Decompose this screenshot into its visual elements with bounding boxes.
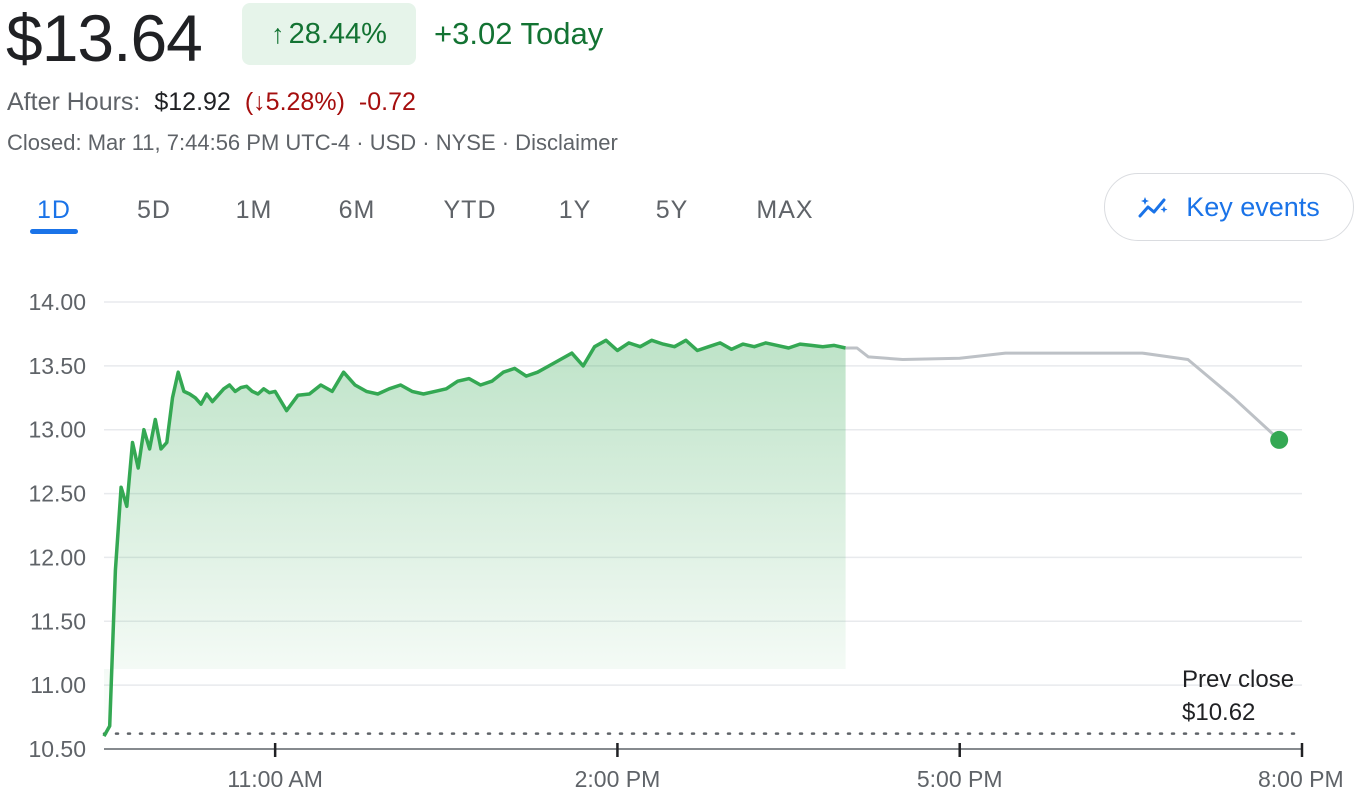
key-events-label: Key events [1186, 191, 1320, 222]
x-tick-label: 5:00 PM [917, 766, 1003, 792]
tab-5d[interactable]: 5D [137, 196, 171, 224]
tab-1m[interactable]: 1M [235, 196, 273, 224]
x-tick-label: 11:00 AM [227, 766, 322, 792]
paren-close: ) [336, 88, 345, 116]
tab-1y[interactable]: 1Y [558, 196, 592, 224]
market-status: Closed: Mar 11, 7:44:56 PM UTC-4 · USD ·… [7, 130, 618, 155]
tab-6m[interactable]: 6M [338, 196, 376, 224]
tab-max[interactable]: MAX [756, 196, 814, 224]
y-tick-label: 12.00 [28, 544, 86, 570]
after-hours-change-abs: -0.72 [358, 88, 416, 116]
sparkle-chart-icon [1138, 197, 1168, 218]
prev-close-label: Prev close [1182, 666, 1294, 693]
after-hours-change-percent: (↓5.28%) [245, 88, 345, 116]
after-hours-row: After Hours: $12.92 (↓5.28%) -0.72 [7, 86, 416, 118]
prev-close-value: $10.62 [1182, 699, 1255, 726]
y-tick-label: 13.50 [28, 353, 86, 379]
y-tick-label: 11.50 [30, 608, 86, 634]
change-today: +3.02 Today [434, 16, 604, 51]
tab-ytd[interactable]: YTD [443, 196, 497, 224]
last-price-marker [1270, 430, 1289, 449]
range-tabs: 1D 5D 1M 6M YTD 1Y 5Y MAX [0, 190, 900, 236]
y-tick-label: 14.00 [28, 289, 86, 315]
market-area-fill [104, 340, 846, 737]
change-percent-badge: ↑ 28.44% [242, 3, 416, 65]
y-tick-label: 10.50 [28, 736, 86, 762]
tab-1d[interactable]: 1D [37, 196, 71, 224]
current-price: $13.64 [6, 1, 203, 75]
x-tick-label: 2:00 PM [575, 766, 661, 792]
after-hours-label: After Hours: [7, 88, 141, 116]
change-percent: 28.44% [288, 17, 387, 50]
paren-open: ( [244, 88, 254, 116]
market-price-line [102, 338, 846, 738]
y-tick-label: 12.50 [28, 481, 86, 507]
key-events-button[interactable]: Key events [1104, 173, 1354, 241]
after-hours-price-line [845, 346, 1281, 442]
arrow-down-icon: ↓ [253, 88, 266, 116]
y-tick-label: 13.00 [28, 417, 86, 443]
tab-5y[interactable]: 5Y [655, 196, 689, 224]
arrow-up-icon: ↑ [271, 18, 285, 49]
after-hours-pct: 5.28% [265, 88, 337, 116]
y-tick-label: 11.00 [30, 672, 86, 698]
active-tab-indicator [30, 229, 78, 234]
price-chart: 14.00 13.50 13.00 12.50 12.00 11.50 11.00 10.50… [28, 289, 1344, 792]
x-tick-label: 8:00 PM [1258, 766, 1344, 792]
after-hours-price: $12.92 [154, 88, 231, 116]
